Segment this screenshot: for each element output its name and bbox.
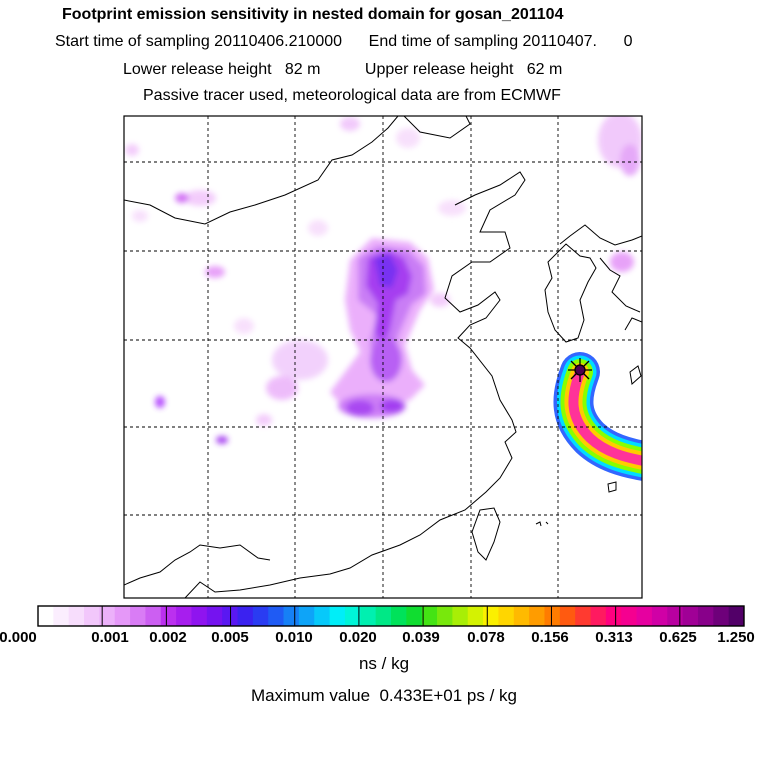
- colorbar-swatch: [283, 606, 300, 626]
- colorbar-swatch: [268, 606, 284, 626]
- colorbar-swatch: [605, 606, 622, 626]
- colorbar-label: 0.156: [531, 629, 569, 646]
- colorbar-frame: [37, 605, 745, 627]
- lat-lon-grid: [124, 116, 642, 598]
- colorbar-label: 0.000: [0, 629, 37, 646]
- colorbar-swatch: [222, 606, 238, 626]
- colorbar-swatch: [114, 606, 131, 626]
- colorbar: [38, 606, 745, 626]
- colorbar-swatch: [559, 606, 576, 626]
- colorbar-swatch: [38, 606, 54, 626]
- colorbar-swatch: [298, 606, 315, 626]
- maximum-value: Maximum value 0.433E+01 ps / kg: [251, 686, 517, 705]
- colorbar-label: 1.250: [717, 629, 755, 646]
- colorbar-swatch: [99, 606, 116, 626]
- colorbar-swatch: [529, 606, 545, 626]
- colorbar-swatch: [206, 606, 223, 626]
- colorbar-swatch: [467, 606, 484, 626]
- map-frame: [123, 115, 643, 599]
- colorbar-swatch: [176, 606, 192, 626]
- colorbar-swatch: [237, 606, 254, 626]
- colorbar-label: 0.010: [275, 629, 313, 646]
- colorbar-label: 0.078: [467, 629, 505, 646]
- colorbar-label: 0.002: [149, 629, 187, 646]
- colorbar-swatch: [621, 606, 637, 626]
- colorbar-label: 0.001: [91, 629, 129, 646]
- release-heights: Lower release height 82 m Upper release …: [123, 61, 563, 78]
- colorbar-swatch: [636, 606, 653, 626]
- colorbar-swatch: [590, 606, 607, 626]
- colorbar-swatch: [53, 606, 70, 626]
- colorbar-swatch: [130, 606, 146, 626]
- colorbar-label: 0.020: [339, 629, 377, 646]
- colorbar-swatch: [406, 606, 423, 626]
- colorbar-swatch: [544, 606, 561, 626]
- colorbar-swatch: [421, 606, 438, 626]
- colorbar-swatch: [437, 606, 453, 626]
- colorbar-swatch: [452, 606, 469, 626]
- map-title: Footprint emission sensitivity in nested…: [62, 6, 564, 23]
- colorbar-swatch: [160, 606, 177, 626]
- colorbar-swatch: [697, 606, 714, 626]
- colorbar-swatch: [667, 606, 684, 626]
- colorbar-swatch: [483, 606, 499, 626]
- colorbar-swatch: [682, 606, 699, 626]
- colorbar-swatch: [360, 606, 377, 626]
- colorbar-swatch: [344, 606, 361, 626]
- receptor-star-icon: [568, 358, 592, 382]
- colorbar-swatch: [391, 606, 407, 626]
- colorbar-units: ns / kg: [358, 654, 410, 673]
- colorbar-swatch: [68, 606, 85, 626]
- colorbar-swatch: [651, 606, 668, 626]
- colorbar-swatch: [314, 606, 331, 626]
- sampling-times: Start time of sampling 20110406.210000 E…: [55, 33, 633, 50]
- colorbar-swatch: [145, 606, 162, 626]
- footprint-field: [125, 116, 642, 444]
- colorbar-swatch: [252, 606, 269, 626]
- colorbar-swatch: [329, 606, 346, 626]
- colorbar-swatch: [498, 606, 515, 626]
- colorbar-label: 0.039: [402, 629, 440, 646]
- colorbar-swatch: [84, 606, 100, 626]
- colorbar-label: 0.625: [659, 629, 697, 646]
- colorbar-swatch: [728, 606, 745, 626]
- colorbar-swatch: [575, 606, 591, 626]
- colorbar-label: 0.313: [595, 629, 633, 646]
- colorbar-swatch: [713, 606, 730, 626]
- colorbar-swatch: [375, 606, 392, 626]
- colorbar-label: 0.005: [211, 629, 249, 646]
- plume: [553, 352, 642, 481]
- tracer-info: Passive tracer used, meteorological data…: [143, 87, 561, 104]
- colorbar-swatch: [191, 606, 208, 626]
- coastlines: [124, 116, 642, 598]
- colorbar-swatch: [513, 606, 530, 626]
